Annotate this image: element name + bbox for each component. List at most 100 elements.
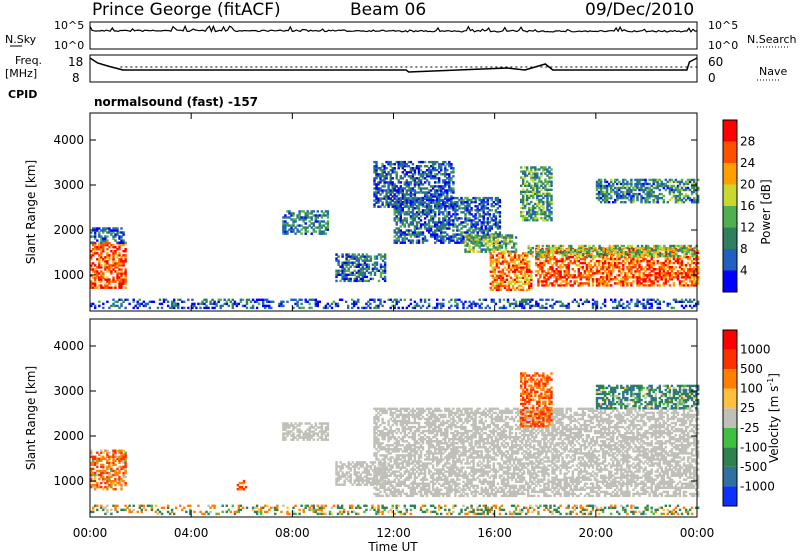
power-cell (652, 298, 655, 301)
power-cell (391, 177, 394, 180)
power-cell (320, 214, 324, 217)
power-cell (514, 242, 518, 245)
velocity-cell (100, 473, 103, 477)
power-cell (438, 181, 441, 184)
power-cell (361, 263, 364, 266)
power-cell (383, 171, 386, 174)
colorbar-frame (722, 119, 738, 293)
power-cell (211, 302, 214, 306)
power-cell (179, 298, 182, 301)
power-cell (576, 255, 579, 258)
power-cell (173, 300, 176, 303)
power-cell (351, 298, 354, 301)
power-cell (399, 203, 402, 206)
power-cell (503, 258, 507, 261)
power-cell (268, 300, 271, 303)
power-cell (304, 222, 307, 225)
power-cell (603, 249, 607, 253)
power-cell (444, 201, 447, 204)
power-cell (480, 207, 483, 210)
power-cell (561, 255, 565, 258)
power-cell (94, 227, 97, 230)
power-cell (480, 221, 483, 224)
power-cell (480, 235, 483, 238)
power-cell (411, 187, 415, 190)
power-cell (106, 248, 109, 251)
power-cell (616, 278, 619, 281)
power-cell (499, 272, 503, 275)
power-cell (526, 278, 529, 281)
power-cell (383, 271, 387, 274)
power-cell (490, 196, 493, 200)
power-cell (484, 205, 487, 208)
power-cell (695, 304, 698, 308)
power-cell (425, 165, 429, 168)
power-cell (642, 196, 645, 200)
power-cell (419, 215, 423, 218)
power-cell (601, 278, 605, 281)
power-cell (684, 278, 688, 281)
power-cell (522, 286, 525, 290)
power-cell (464, 240, 467, 243)
power-cell (302, 210, 305, 213)
power-cell (423, 225, 427, 228)
power-cell (114, 270, 117, 273)
power-cell (405, 185, 408, 188)
power-cell (466, 231, 469, 234)
power-cell (559, 272, 562, 275)
power-cell (152, 300, 156, 303)
power-cell (429, 185, 433, 188)
power-cell (411, 169, 415, 172)
power-cell (482, 209, 485, 212)
power-cell (612, 300, 615, 303)
power-cell (383, 169, 386, 172)
velocity-cell (100, 465, 103, 469)
power-cell (282, 216, 285, 219)
power-cell (513, 268, 517, 271)
power-cell (624, 182, 627, 186)
power-cell (365, 275, 369, 279)
power-cell (563, 304, 566, 308)
power-cell (108, 254, 111, 257)
power-cell (492, 213, 495, 216)
power-cell (573, 261, 576, 265)
power-cell (345, 253, 348, 256)
freq-label: Freq. (15, 54, 42, 67)
power-cell (122, 243, 125, 247)
power-cell (96, 258, 99, 261)
power-cell (310, 226, 313, 229)
power-cell (612, 244, 615, 248)
power-cell (608, 284, 611, 287)
power-cell (96, 246, 99, 249)
power-cell (513, 254, 517, 257)
power-cell (550, 202, 553, 206)
power-cell (373, 169, 376, 172)
power-cell (616, 178, 619, 182)
power-cell (632, 247, 635, 251)
power-cell (626, 188, 629, 192)
power-cell (282, 230, 285, 233)
power-cell (577, 284, 580, 287)
power-cell (423, 211, 427, 214)
power-cell (630, 196, 633, 200)
power-cell (452, 189, 455, 192)
power-cell (102, 241, 105, 244)
power-cell (557, 244, 561, 248)
power-cell (486, 221, 489, 224)
power-cell (482, 298, 485, 301)
power-cell (399, 185, 402, 188)
power-cell (482, 215, 485, 218)
power-cell (603, 247, 607, 251)
power-cell (383, 253, 387, 256)
power-cell (688, 196, 692, 200)
power-cell (292, 212, 295, 215)
power-cell (596, 248, 599, 252)
power-cell (96, 239, 99, 242)
power-cell (691, 250, 694, 254)
power-cell (387, 183, 390, 186)
power-cell (310, 216, 313, 219)
power-cell (292, 230, 295, 233)
power-cell (450, 163, 453, 166)
power-cell (608, 274, 611, 277)
